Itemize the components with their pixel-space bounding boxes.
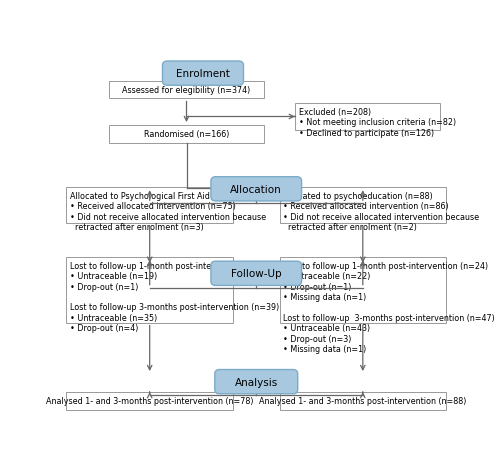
Text: Lost to follow-up 1-month post-intervention (n=20)
• Untraceable (n=19)
• Drop-o: Lost to follow-up 1-month post-intervent… <box>70 261 280 333</box>
FancyBboxPatch shape <box>211 178 302 201</box>
Text: Analysed 1- and 3-months post-intervention (n=88): Analysed 1- and 3-months post-interventi… <box>259 397 466 406</box>
FancyBboxPatch shape <box>295 104 440 130</box>
FancyBboxPatch shape <box>280 188 446 224</box>
FancyBboxPatch shape <box>280 258 446 323</box>
FancyBboxPatch shape <box>66 258 233 323</box>
FancyBboxPatch shape <box>162 62 244 86</box>
Text: Allocated to psychoeducation (n=88)
• Received allocated intervention (n=86)
• D: Allocated to psychoeducation (n=88) • Re… <box>284 192 480 232</box>
FancyBboxPatch shape <box>109 126 264 143</box>
Text: Allocated to Psychological First Aid ABCDE (n=78)
• Received allocated intervent: Allocated to Psychological First Aid ABC… <box>70 192 271 232</box>
FancyBboxPatch shape <box>66 188 233 224</box>
FancyBboxPatch shape <box>66 392 233 410</box>
FancyBboxPatch shape <box>215 370 298 394</box>
Text: Enrolment: Enrolment <box>176 69 230 79</box>
FancyBboxPatch shape <box>211 262 302 286</box>
Text: Follow-Up: Follow-Up <box>231 269 281 279</box>
Text: Assessed for elegibility (n=374): Assessed for elegibility (n=374) <box>122 86 250 95</box>
Text: Excluded (n=208)
• Not meeting inclusion criteria (n=82)
• Declined to participa: Excluded (n=208) • Not meeting inclusion… <box>299 108 456 138</box>
Text: Allocation: Allocation <box>230 184 282 194</box>
Text: Analysed 1- and 3-months post-intervention (n=78): Analysed 1- and 3-months post-interventi… <box>46 397 254 406</box>
Text: Lost to follow-up 1-month post-intervention (n=24)
• Untraceable (n=22)
• Drop-o: Lost to follow-up 1-month post-intervent… <box>284 261 495 353</box>
Text: Analysis: Analysis <box>234 377 278 387</box>
FancyBboxPatch shape <box>109 82 264 99</box>
Text: Randomised (n=166): Randomised (n=166) <box>144 130 229 139</box>
FancyBboxPatch shape <box>280 392 446 410</box>
